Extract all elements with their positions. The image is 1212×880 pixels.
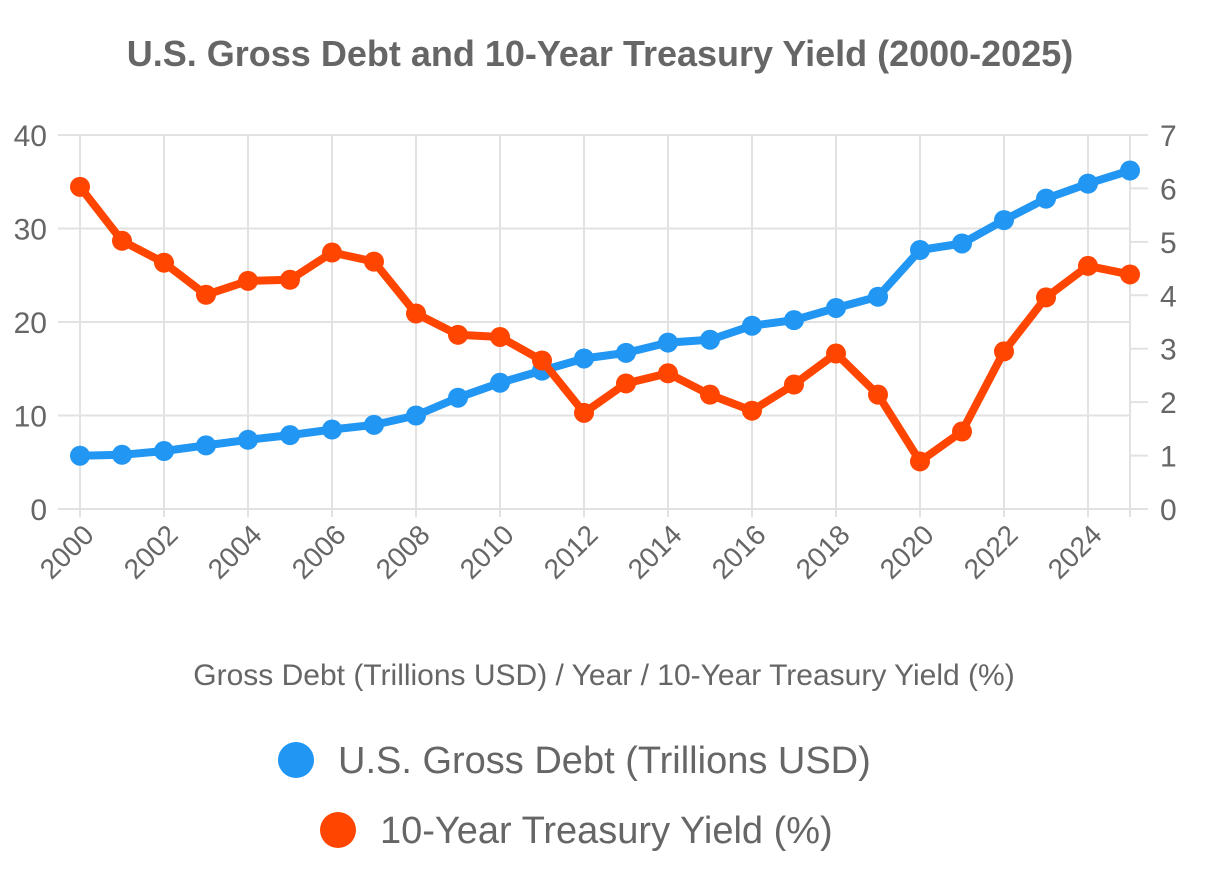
data-point (490, 326, 510, 347)
data-point (532, 350, 552, 371)
data-point (616, 342, 636, 363)
y-left-tick-label: 0 (30, 494, 47, 527)
data-point (994, 210, 1014, 231)
data-point (910, 240, 930, 261)
data-point (658, 332, 678, 353)
data-point (238, 429, 258, 450)
data-point (1078, 255, 1098, 276)
y-left-tick-label: 20 (14, 307, 47, 340)
data-point (70, 176, 90, 197)
x-tick-label: 2012 (538, 519, 604, 585)
x-tick-label: 2016 (706, 519, 772, 585)
y-right-tick-label: 4 (1160, 280, 1177, 313)
x-tick-label: 2018 (790, 519, 856, 585)
data-point (1036, 188, 1056, 209)
y-right-tick-label: 6 (1160, 173, 1177, 206)
data-point (784, 374, 804, 395)
data-point (910, 451, 930, 472)
y-left-tick-label: 40 (14, 120, 47, 153)
y-right-tick-label: 7 (1160, 120, 1177, 153)
data-point (1078, 173, 1098, 194)
x-tick-label: 2000 (34, 519, 100, 585)
legend-marker (278, 742, 314, 778)
y-left-tick-label: 30 (14, 214, 47, 247)
data-point (196, 284, 216, 305)
data-point (406, 303, 426, 324)
data-point (112, 230, 132, 251)
data-point (322, 242, 342, 263)
data-point (154, 441, 174, 462)
data-point (448, 387, 468, 408)
data-point (742, 315, 762, 336)
data-point (490, 372, 510, 393)
data-point (196, 435, 216, 456)
data-point (994, 341, 1014, 362)
data-point (574, 402, 594, 423)
data-point (364, 414, 384, 435)
data-point (322, 419, 342, 440)
x-tick-label: 2010 (454, 519, 520, 585)
data-point (70, 445, 90, 466)
series (70, 160, 1140, 472)
data-point (154, 252, 174, 273)
legend-label: U.S. Gross Debt (Trillions USD) (338, 740, 871, 782)
x-tick-label: 2002 (118, 519, 184, 585)
data-point (448, 324, 468, 345)
x-tick-label: 2020 (874, 519, 940, 585)
data-point (616, 373, 636, 394)
debt-series (70, 160, 1140, 466)
data-point (952, 233, 972, 254)
data-point (826, 343, 846, 364)
data-point (406, 405, 426, 426)
yield-series (70, 176, 1140, 472)
data-point (238, 270, 258, 291)
data-point (868, 384, 888, 405)
legend-marker (320, 812, 356, 848)
data-point (700, 329, 720, 350)
x-tick-label: 2004 (202, 519, 268, 585)
data-point (1120, 264, 1140, 285)
y-right-tick-label: 1 (1160, 441, 1177, 474)
legend-label: 10-Year Treasury Yield (%) (380, 810, 833, 852)
data-point (952, 421, 972, 442)
data-point (112, 444, 132, 465)
legend[interactable]: U.S. Gross Debt (Trillions USD) 10-Year T… (278, 740, 871, 852)
data-point (868, 286, 888, 307)
data-point (280, 269, 300, 290)
y-right-tick-label: 5 (1160, 227, 1177, 260)
y-right-tick-label: 0 (1160, 494, 1177, 527)
data-point (658, 363, 678, 384)
chart-title: U.S. Gross Debt and 10-Year Treasury Yie… (127, 33, 1073, 74)
data-point (742, 400, 762, 421)
data-point (1120, 160, 1140, 181)
grid (58, 134, 1131, 517)
data-point (826, 297, 846, 318)
y-left-tick-label: 10 (14, 401, 47, 434)
x-tick-label: 2014 (622, 519, 688, 585)
data-point (700, 384, 720, 405)
data-point (574, 348, 594, 369)
y-right-tick-label: 2 (1160, 387, 1177, 420)
data-point (280, 425, 300, 446)
y-right-tick-label: 3 (1160, 334, 1177, 367)
legend-item[interactable]: U.S. Gross Debt (Trillions USD) (278, 740, 871, 782)
legend-item[interactable]: 10-Year Treasury Yield (%) (320, 810, 833, 852)
x-tick-label: 2008 (370, 519, 436, 585)
x-axis-label: Gross Debt (Trillions USD) / Year / 10-Y… (193, 659, 1014, 692)
x-tick-label: 2006 (286, 519, 352, 585)
x-tick-label: 2024 (1042, 519, 1108, 585)
data-point (1036, 287, 1056, 308)
data-point (784, 310, 804, 331)
data-point (364, 251, 384, 272)
x-tick-label: 2022 (958, 519, 1024, 585)
